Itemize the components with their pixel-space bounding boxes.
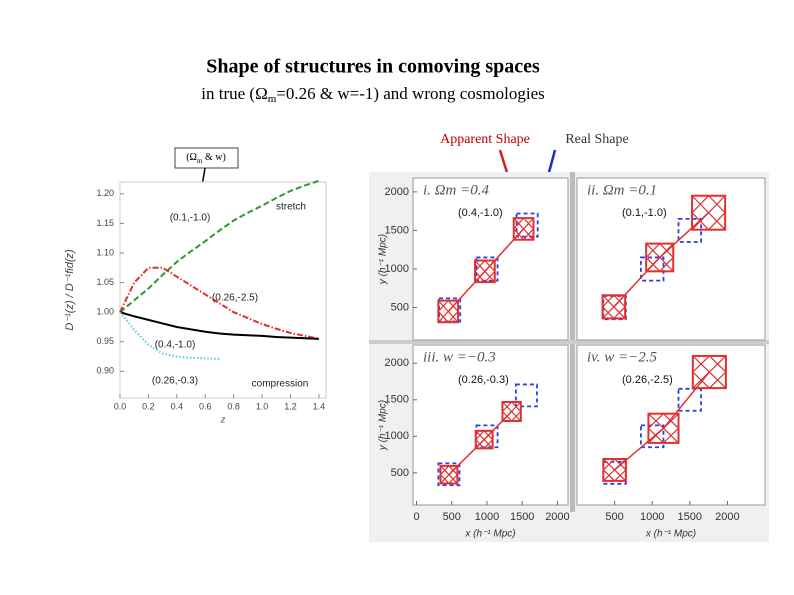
x-tick-label: 500 bbox=[605, 511, 623, 523]
x-axis-label: z bbox=[220, 414, 226, 424]
apparent-cross bbox=[512, 217, 535, 241]
panel-annotation: (0.26,-0.3) bbox=[458, 374, 509, 386]
param-part: & w) bbox=[202, 152, 225, 163]
real-shape bbox=[677, 217, 702, 243]
y-tick-label: 500 bbox=[391, 467, 409, 479]
panel bbox=[412, 177, 569, 341]
panel-title: i. Ωm =0.4 bbox=[423, 182, 489, 198]
y-axis-label: y (h⁻¹ Mpc) bbox=[378, 234, 389, 285]
y-tick-label: 2000 bbox=[385, 357, 409, 369]
y-tick-label: 1000 bbox=[385, 430, 409, 442]
apparent-cross bbox=[691, 194, 726, 231]
plot-area bbox=[119, 181, 327, 399]
series-line bbox=[119, 179, 320, 313]
panel bbox=[576, 344, 766, 506]
apparent-cross bbox=[647, 412, 680, 444]
param-part: (Ω bbox=[186, 152, 197, 163]
panel-title: iii. w =−0.3 bbox=[423, 349, 496, 365]
apparent-cross bbox=[501, 401, 522, 422]
y-tick-label: 1.05 bbox=[96, 277, 114, 287]
x-tick-label: 0.2 bbox=[142, 401, 155, 411]
x-axis-label: x (h⁻¹ Mpc) bbox=[645, 529, 696, 540]
subtitle-sub: m bbox=[268, 93, 277, 105]
y-tick-label: 0.90 bbox=[96, 366, 114, 376]
panel-annotation: (0.1,-1.0) bbox=[622, 207, 667, 219]
annotation: stretch bbox=[276, 202, 306, 213]
x-tick-label: 0.4 bbox=[171, 401, 184, 411]
series-label: (0.26,-2.5) bbox=[212, 293, 258, 304]
panel-divider bbox=[369, 340, 769, 344]
legend-apparent: Apparent Shape bbox=[440, 132, 530, 147]
real-shape bbox=[640, 256, 665, 282]
subtitle-part: =0.26 & w=-1) and wrong cosmologies bbox=[276, 84, 544, 103]
apparent-cross bbox=[645, 242, 675, 273]
x-tick-label: 1.0 bbox=[256, 401, 269, 411]
x-tick-label: 1500 bbox=[510, 511, 534, 523]
apparent-cross bbox=[437, 299, 459, 324]
legend-real: Real Shape bbox=[565, 132, 628, 147]
apparent-cross bbox=[439, 465, 459, 485]
y-tick-label: 1.00 bbox=[96, 307, 114, 317]
y-tick-label: 0.95 bbox=[96, 336, 114, 346]
series-line bbox=[119, 311, 220, 360]
y-tick-label: 1500 bbox=[385, 224, 409, 236]
panel-title: iv. w =−2.5 bbox=[587, 349, 657, 365]
chart-layer: 0.900.951.001.051.101.151.200.0 0.2 0.4 0.6… bbox=[64, 177, 766, 540]
panel-annotation: (0.26,-2.5) bbox=[622, 374, 673, 386]
x-axis-label: x (h⁻¹ Mpc) bbox=[464, 529, 515, 540]
subtitle-part: in true (Ω bbox=[201, 84, 267, 103]
x-tick-label: 1000 bbox=[475, 511, 499, 523]
y-tick-label: 1.15 bbox=[96, 218, 114, 228]
param-sub: m bbox=[197, 157, 203, 165]
real-shape bbox=[677, 387, 702, 412]
apparent-cross bbox=[602, 458, 627, 482]
real-shape bbox=[515, 212, 539, 238]
x-tick-label: 1500 bbox=[678, 511, 702, 523]
x-tick-label: 0.8 bbox=[227, 401, 240, 411]
y-tick-label: 1000 bbox=[385, 263, 409, 275]
param-label: (Ωm & w) bbox=[186, 152, 226, 164]
series-label: (0.4,-1.0) bbox=[155, 340, 196, 351]
param-box bbox=[174, 147, 239, 169]
real-shape bbox=[514, 383, 538, 408]
y-tick-label: 1.10 bbox=[96, 247, 114, 257]
real-shape bbox=[475, 424, 499, 449]
series-label: (0.26,-0.3) bbox=[152, 376, 198, 387]
y-axis-label: D⁻¹(z) / D⁻¹fid(z) bbox=[64, 249, 76, 331]
x-tick-label: 0.6 bbox=[199, 401, 212, 411]
x-tick-label: 1.4 bbox=[313, 401, 326, 411]
y-tick-label: 1.20 bbox=[96, 188, 114, 198]
x-tick-label: 0 bbox=[413, 511, 419, 523]
apparent-cross bbox=[601, 294, 626, 320]
x-tick-label: 0.0 bbox=[114, 401, 127, 411]
real-shape bbox=[475, 256, 499, 282]
series-line bbox=[119, 311, 319, 340]
series-line bbox=[119, 266, 320, 340]
x-tick-label: 2000 bbox=[715, 511, 739, 523]
real-shape bbox=[438, 297, 462, 323]
apparent-cross bbox=[474, 259, 496, 284]
y-axis-label: y (h⁻¹ Mpc) bbox=[378, 400, 389, 451]
y-tick-label: 2000 bbox=[385, 186, 409, 198]
x-tick-label: 1000 bbox=[640, 511, 664, 523]
annotation: compression bbox=[252, 379, 309, 390]
real-shape bbox=[640, 424, 665, 449]
slide-subtitle: in true (Ωm=0.26 & w=-1) and wrong cosmo… bbox=[201, 84, 545, 105]
y-tick-label: 1500 bbox=[385, 394, 409, 406]
x-tick-label: 1.2 bbox=[284, 401, 297, 411]
x-tick-label: 500 bbox=[443, 511, 461, 523]
real-shape bbox=[437, 462, 461, 487]
panel-title: ii. Ωm =0.1 bbox=[587, 182, 657, 198]
y-tick-label: 500 bbox=[391, 302, 409, 314]
apparent-cross bbox=[474, 429, 494, 450]
x-tick-label: 2000 bbox=[545, 511, 569, 523]
slide-title: Shape of structures in comoving spaces bbox=[206, 56, 540, 78]
panel-annotation: (0.4,-1.0) bbox=[458, 207, 503, 219]
series-label: (0.1,-1.0) bbox=[170, 213, 211, 224]
apparent-cross bbox=[691, 355, 727, 389]
